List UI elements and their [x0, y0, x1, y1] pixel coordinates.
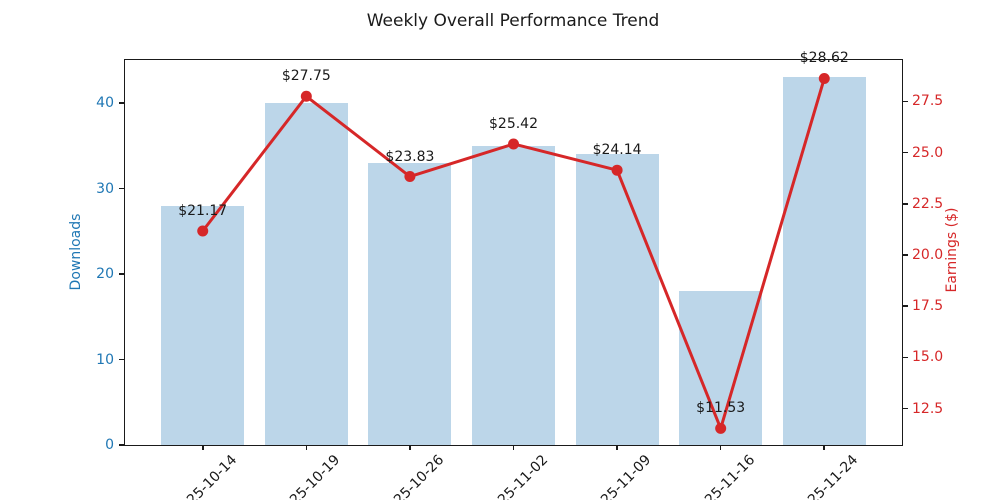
left-tick-label: 40 [96, 95, 114, 112]
right-tick-label: 25.0 [912, 144, 944, 161]
downloads-bar [368, 162, 452, 445]
left-tick-mark [119, 444, 124, 446]
left-tick-mark [119, 358, 124, 361]
x-tick-mark [409, 445, 411, 450]
earnings-point-label: $23.83 [385, 148, 435, 165]
right-tick-label: 20.0 [912, 246, 944, 263]
left-tick-label: 10 [96, 351, 114, 368]
x-tick-mark [719, 445, 722, 450]
left-tick-label: 0 [105, 437, 114, 453]
right-tick-mark [903, 407, 908, 410]
left-tick-mark [119, 102, 124, 104]
x-tick-label-date: 2025-10-14 [171, 452, 241, 500]
chart-title: Weekly Overall Performance Trend [366, 11, 660, 31]
right-tick-label: 27.5 [912, 93, 944, 110]
earnings-point-label: $27.75 [281, 68, 331, 85]
left-tick-label: 30 [96, 180, 114, 197]
right-tick-mark [903, 356, 908, 359]
x-tick-mark [201, 445, 204, 450]
right-tick-mark [903, 100, 908, 103]
left-tick-mark [119, 273, 124, 275]
earnings-point-label: $21.17 [178, 203, 228, 219]
downloads-bar [472, 145, 555, 445]
downloads-bar [782, 77, 866, 445]
right-tick-mark [903, 151, 908, 154]
downloads-bar [264, 103, 348, 445]
left-tick-mark [119, 187, 124, 190]
x-tick-mark [616, 445, 618, 450]
right-tick-label: 17.5 [912, 298, 944, 315]
x-tick-mark [305, 445, 308, 450]
earnings-point-label: $28.62 [799, 50, 849, 67]
downloads-bar [575, 154, 659, 445]
right-tick-mark [903, 254, 908, 256]
left-tick-label: 20 [96, 266, 114, 282]
earnings-point-label: $25.42 [489, 115, 538, 132]
right-tick-label: 22.5 [912, 195, 944, 212]
downloads-bar [679, 291, 763, 445]
earnings-point [300, 90, 312, 102]
x-tick-mark [823, 445, 826, 450]
right-tick-label: 15.0 [912, 349, 944, 366]
downloads-bar [161, 205, 245, 445]
right-tick-label: 12.5 [912, 400, 944, 417]
earnings-point-label: $11.53 [696, 400, 746, 417]
x-tick-mark [512, 445, 515, 450]
right-tick-mark [903, 305, 908, 307]
earnings-point-label: $24.14 [592, 142, 642, 159]
right-tick-mark [903, 202, 908, 205]
